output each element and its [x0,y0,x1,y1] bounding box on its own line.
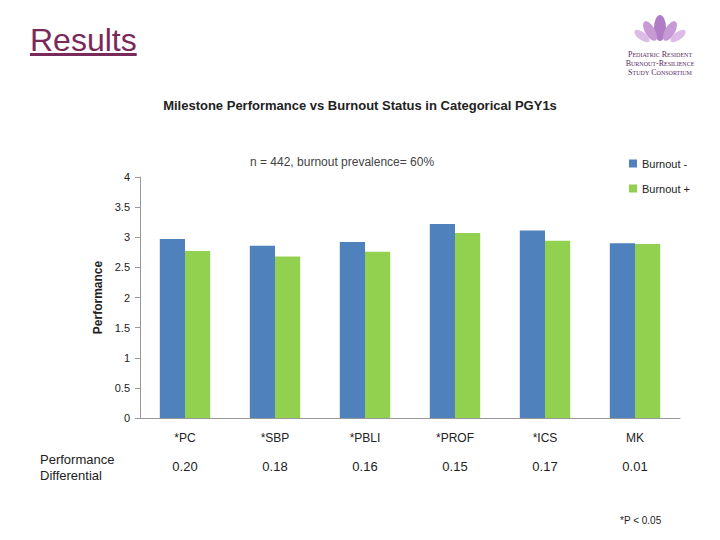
html-text:*P < 0.05: *P < 0.05 [620,515,662,526]
svg-text:n = 442, burnout prevalence= 6: n = 442, burnout prevalence= 60% [250,155,434,169]
html-text:Performance Differential: Performance Differential [40,452,115,483]
svg-text:MK: MK [626,431,644,445]
svg-text:4: 4 [124,171,130,183]
svg-text:3.5: 3.5 [115,201,130,213]
svg-text:0.15: 0.15 [442,459,467,474]
svg-text:*SBP: *SBP [261,431,290,445]
svg-text:0: 0 [124,412,130,424]
svg-text:Burnout -: Burnout - [642,158,688,170]
html-text:Pediatric Resident: Pediatric Resident [627,50,693,59]
svg-text:0.20: 0.20 [172,459,197,474]
svg-text:3: 3 [124,231,130,243]
svg-text:0.18: 0.18 [262,459,287,474]
svg-text:Performance: Performance [91,260,105,334]
svg-text:0.5: 0.5 [115,382,130,394]
html-text:Study Consortium: Study Consortium [628,68,692,77]
svg-text:1.5: 1.5 [115,322,130,334]
svg-text:*ICS: *ICS [533,431,558,445]
svg-text:*PROF: *PROF [436,431,474,445]
svg-text:0.01: 0.01 [622,459,647,474]
svg-text:0.16: 0.16 [352,459,377,474]
html-text:Burnout-Resilience: Burnout-Resilience [625,59,695,68]
svg-text:0.17: 0.17 [532,459,557,474]
svg-text:Milestone Performance vs Burno: Milestone Performance vs Burnout Status … [163,98,557,113]
svg-text:1: 1 [124,352,130,364]
svg-text:2.5: 2.5 [115,261,130,273]
svg-text:Burnout +: Burnout + [642,183,690,195]
svg-text:2: 2 [124,292,130,304]
html-text:Results: Results [30,22,137,58]
svg-text:*PBLI: *PBLI [350,431,381,445]
svg-text:*PC: *PC [174,431,196,445]
